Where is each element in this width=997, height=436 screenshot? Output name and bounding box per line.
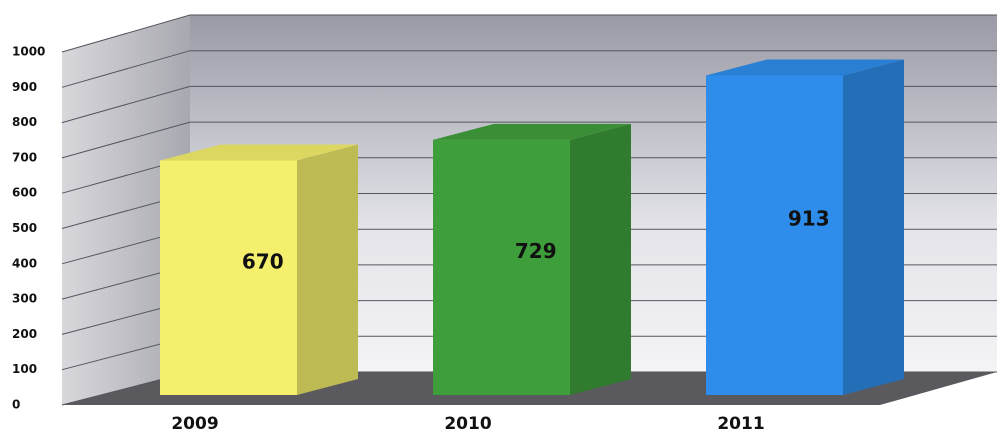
bar xyxy=(706,59,904,395)
bar-top xyxy=(160,144,358,161)
data-label: 913 xyxy=(788,207,830,231)
bar-side xyxy=(843,59,904,395)
y-tick-label: 800 xyxy=(12,115,37,129)
bar-side xyxy=(297,144,358,395)
bar-top xyxy=(433,123,631,140)
x-tick-label: 2009 xyxy=(171,414,218,434)
x-tick-label: 2010 xyxy=(444,414,491,434)
y-tick-label: 1000 xyxy=(12,45,45,59)
y-tick-label: 300 xyxy=(12,292,37,306)
y-tick-label: 700 xyxy=(12,150,37,164)
data-label: 729 xyxy=(515,239,557,263)
grid-line xyxy=(61,50,997,88)
y-tick-label: 100 xyxy=(12,362,37,376)
y-tick-label: 0 xyxy=(12,398,20,412)
bar xyxy=(433,123,631,395)
side-wall xyxy=(62,15,190,405)
y-tick-label: 500 xyxy=(12,221,37,235)
y-tick-label: 900 xyxy=(12,80,37,94)
data-label: 670 xyxy=(242,249,284,273)
grid-line xyxy=(61,14,997,53)
bar-front xyxy=(160,160,297,395)
bar-top xyxy=(706,59,904,76)
bar-side xyxy=(570,123,631,395)
y-tick-label: 200 xyxy=(12,327,37,341)
bar-front xyxy=(706,75,843,395)
y-tick-label: 400 xyxy=(12,256,37,270)
bar xyxy=(160,144,358,395)
bar-front xyxy=(433,139,570,395)
x-tick-label: 2011 xyxy=(717,414,764,434)
y-tick-label: 600 xyxy=(12,186,37,200)
